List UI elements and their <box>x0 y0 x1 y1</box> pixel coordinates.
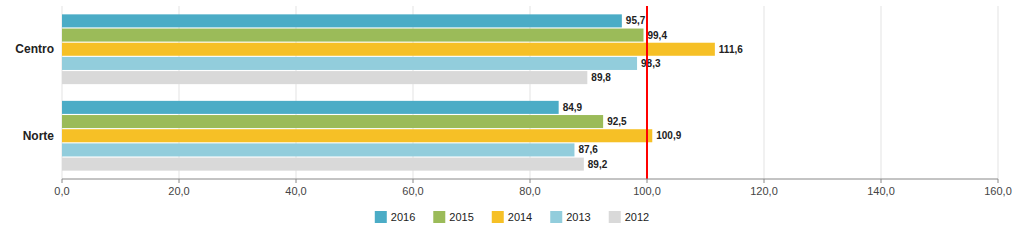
grid-line <box>881 6 882 179</box>
data-label: 87,6 <box>578 144 598 155</box>
grid-line <box>998 6 999 179</box>
bar <box>62 115 603 128</box>
tick-label: 0,0 <box>54 185 69 197</box>
bar <box>62 43 715 56</box>
tick-label: 60,0 <box>402 185 423 197</box>
reference-line <box>646 6 648 179</box>
data-label: 111,6 <box>719 44 743 55</box>
data-label: 95,7 <box>626 15 646 26</box>
bar <box>62 71 587 84</box>
tick-mark <box>647 179 648 183</box>
tick-mark <box>62 179 63 183</box>
legend-item: 2015 <box>433 211 473 223</box>
tick-label: 40,0 <box>285 185 306 197</box>
legend-item: 2013 <box>550 211 590 223</box>
legend-item: 2012 <box>609 211 649 223</box>
data-label: 92,5 <box>607 116 627 127</box>
legend-swatch <box>550 211 562 223</box>
legend-swatch <box>492 211 504 223</box>
legend-label: 2013 <box>566 211 590 223</box>
tick-mark <box>296 179 297 183</box>
bar <box>62 158 584 171</box>
tick-mark <box>998 179 999 183</box>
category-label: Norte <box>23 129 55 143</box>
legend-label: 2016 <box>391 211 415 223</box>
data-label: 100,9 <box>656 130 681 141</box>
bar <box>62 129 652 142</box>
bar <box>62 101 559 114</box>
category-label: Centro <box>15 42 54 56</box>
x-axis: 0,0 20,0 40,0 60,0 80,0 100,0 120,0 140,0 160,0 <box>54 179 1011 197</box>
chart: 95,799,4 111,6 98,3 89,8 84,9 92,5 100,9 87,6 89… <box>0 0 1024 229</box>
legend-item: 2016 <box>375 211 415 223</box>
tick-label: 160,0 <box>984 185 1012 197</box>
tick-label: 120,0 <box>750 185 778 197</box>
bar <box>62 29 643 42</box>
tick-mark <box>413 179 414 183</box>
tick-label: 100,0 <box>633 185 661 197</box>
legend-label: 2015 <box>449 211 473 223</box>
data-label: 89,2 <box>588 159 608 170</box>
data-label: 98,3 <box>641 58 661 69</box>
legend-swatch <box>609 211 621 223</box>
bar <box>62 14 622 27</box>
legend-swatch <box>433 211 445 223</box>
legend-label: 2012 <box>625 211 649 223</box>
legend: 2016 2015 2014 2013 2012 <box>375 211 649 223</box>
bars <box>62 14 715 170</box>
tick-label: 140,0 <box>867 185 895 197</box>
tick-mark <box>179 179 180 183</box>
legend-swatch <box>375 211 387 223</box>
bar <box>62 143 574 156</box>
grid <box>62 6 998 179</box>
data-label: 89,8 <box>591 72 611 83</box>
tick-mark <box>530 179 531 183</box>
tick-label: 80,0 <box>519 185 540 197</box>
data-label: 84,9 <box>563 102 583 113</box>
tick-label: 20,0 <box>168 185 189 197</box>
bar <box>62 57 637 70</box>
data-label: 99,4 <box>647 30 667 41</box>
legend-label: 2014 <box>508 211 532 223</box>
grid-line <box>647 6 648 179</box>
data-labels: 95,799,4 111,6 98,3 89,8 84,9 92,5 100,9 87,6 89… <box>563 15 744 169</box>
legend-item: 2014 <box>492 211 532 223</box>
tick-mark <box>881 179 882 183</box>
tick-mark <box>764 179 765 183</box>
grid-line <box>764 6 765 179</box>
chart-container: 95,799,4 111,6 98,3 89,8 84,9 92,5 100,9 87,6 89… <box>0 0 1024 229</box>
